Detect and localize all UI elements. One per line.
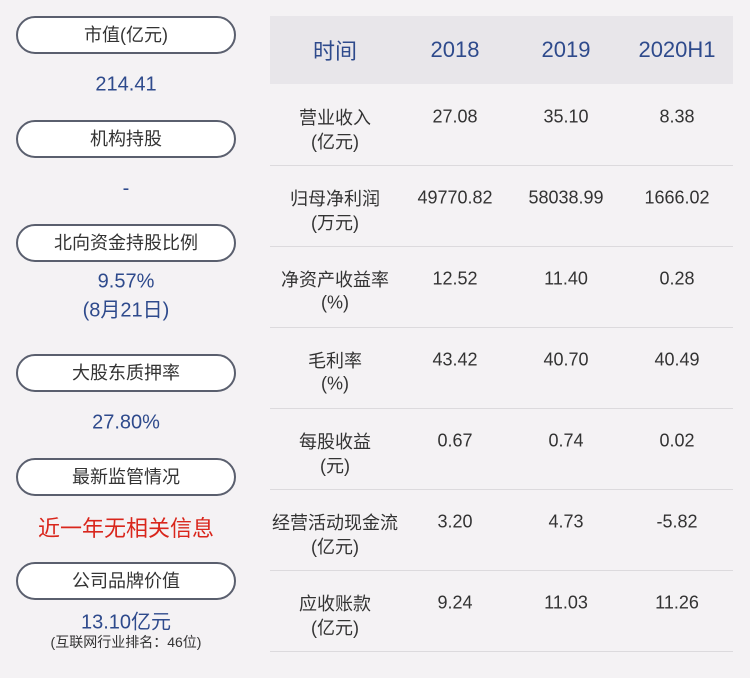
row-label: 净资产收益率: [281, 270, 389, 290]
pill-label: 公司品牌价值: [72, 571, 180, 591]
cell-value: 11.26: [655, 592, 699, 613]
cell-value: 8.38: [659, 106, 695, 127]
cell-value: 3.20: [437, 511, 473, 532]
label-pill: 最新监管情况: [16, 458, 236, 496]
row-unit: (亿元): [311, 618, 359, 638]
header-cell: 2018: [430, 37, 480, 62]
row-separator: [270, 246, 733, 247]
value: 27.80%: [92, 411, 160, 434]
cell-value: 12.52: [432, 268, 478, 289]
cell-value: 27.08: [432, 106, 478, 127]
cell-value: 4.73: [548, 511, 584, 532]
header-cell: 2019: [541, 37, 591, 62]
row-label: 毛利率: [308, 351, 362, 371]
row-unit: (亿元): [311, 132, 359, 152]
pill-label: 机构持股: [90, 129, 162, 149]
value: -: [122, 177, 130, 200]
label-pill: 机构持股: [16, 120, 236, 158]
label-pill: 大股东质押率: [16, 354, 236, 392]
cell-value: 1666.02: [644, 187, 710, 208]
row-unit: (%): [321, 373, 349, 394]
row-separator: [270, 327, 733, 328]
cell-value: 0.74: [548, 430, 584, 451]
cell-value: 11.40: [544, 268, 588, 289]
cell-value: 11.03: [544, 592, 588, 613]
cell-value: 0.28: [659, 268, 695, 289]
pill-label: 市值(亿元): [84, 25, 168, 45]
row-unit: (%): [321, 292, 349, 313]
label-pill: 北向资金持股比例: [16, 224, 236, 262]
row-unit: (亿元): [311, 537, 359, 557]
pill-label: 北向资金持股比例: [54, 233, 198, 253]
note: (8月21日): [82, 299, 170, 322]
cell-value: 0.67: [437, 430, 473, 451]
row-unit: (万元): [311, 213, 359, 233]
pill-label: 大股东质押率: [72, 363, 180, 383]
row-separator: [270, 165, 733, 166]
cell-value: -5.82: [656, 511, 698, 532]
cell-value: 49770.82: [417, 187, 493, 208]
row-label: 归母净利润: [290, 189, 380, 209]
row-label: 营业收入: [299, 108, 371, 128]
label-pill: 公司品牌价值: [16, 562, 236, 600]
cell-value: 40.49: [654, 349, 700, 370]
header-cell: 时间: [312, 39, 358, 64]
row-label: 经营活动现金流: [272, 513, 398, 533]
row-label: 应收账款: [299, 594, 371, 614]
header-cell: 2020H1: [638, 37, 716, 62]
row-separator: [270, 489, 733, 490]
row-label: 每股收益: [299, 432, 371, 452]
cell-value: 9.24: [437, 592, 473, 613]
label-pill: 市值(亿元): [16, 16, 236, 54]
cell-value: 40.70: [543, 349, 589, 370]
cell-value: 58038.99: [528, 187, 604, 208]
value: 近一年无相关信息: [37, 516, 214, 541]
table-header-bg: [270, 16, 733, 84]
cell-value: 0.02: [659, 430, 695, 451]
value: 13.10亿元: [80, 611, 172, 634]
row-separator: [270, 408, 733, 409]
pill-label: 最新监管情况: [72, 467, 180, 487]
value: 214.41: [95, 73, 157, 96]
cell-value: 35.10: [543, 106, 589, 127]
row-separator: [270, 651, 733, 652]
value: 9.57%: [97, 270, 155, 293]
note: (互联网行业排名：46位): [50, 634, 202, 650]
cell-value: 43.42: [432, 349, 478, 370]
row-unit: (元): [320, 456, 350, 476]
row-separator: [270, 570, 733, 571]
